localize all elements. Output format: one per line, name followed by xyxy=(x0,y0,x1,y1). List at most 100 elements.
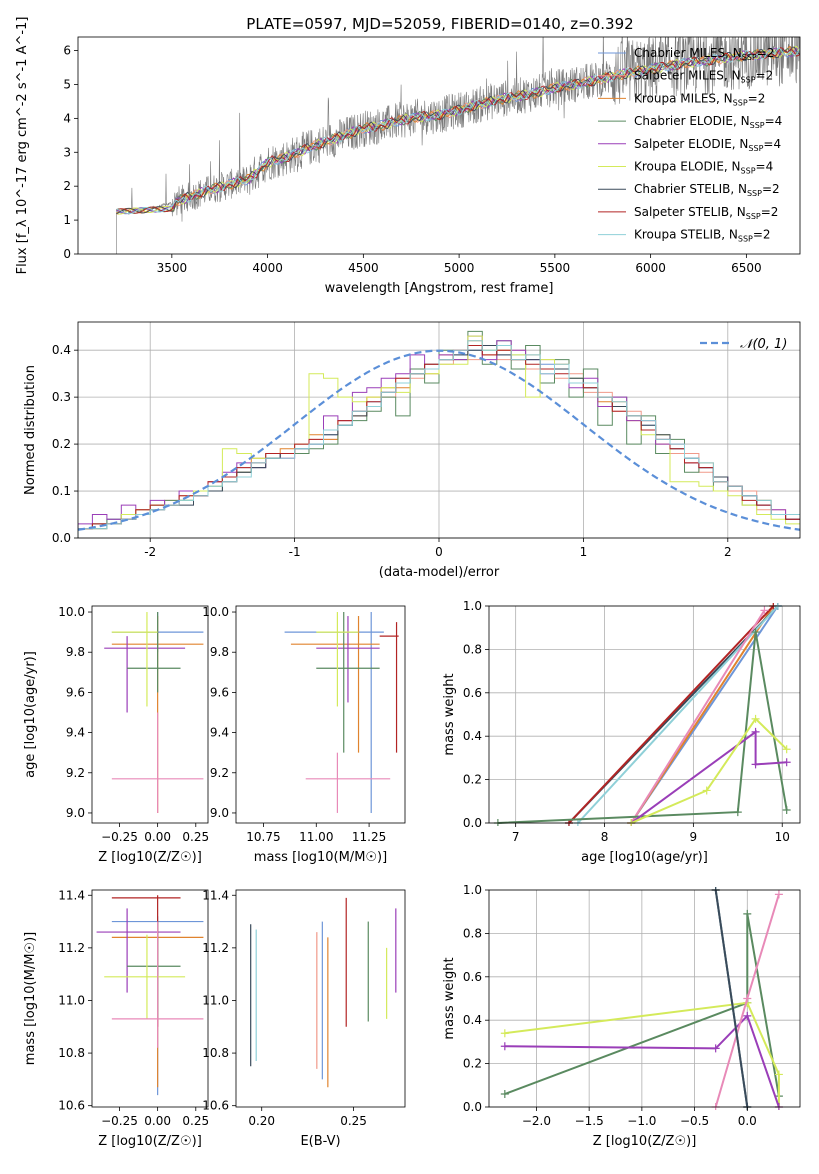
y-axis-label: mass weight xyxy=(442,673,457,755)
y-tick-label: 0 xyxy=(63,247,71,261)
model-line-chabrier-miles xyxy=(116,47,800,215)
residuals-panel: -2 -1 0 1 2 0.0 0.1 0.2 0.3 0.4 (data-model)/error… xyxy=(23,321,801,580)
weight-marker xyxy=(500,1042,509,1051)
weight-marker xyxy=(774,890,783,899)
weight-marker xyxy=(743,994,752,1003)
y-tick-label: 6 xyxy=(63,44,71,58)
weight-marker xyxy=(782,758,791,767)
weight-vs-age-panel: 7 8 9 10 0.0 0.2 0.4 0.6 0.8 1.0 age [log10(age/yr… xyxy=(442,599,801,865)
axes-frame xyxy=(235,889,406,1108)
legend-label: Chabrier MILES, NSSP=2 xyxy=(634,46,774,62)
x-tick-label: −1.0 xyxy=(627,1114,656,1128)
y-tick-label: 9.0 xyxy=(210,806,229,820)
y-tick-label: 0.6 xyxy=(463,686,482,700)
y-tick-label: 9.8 xyxy=(210,645,229,659)
x-tick-label: −1.5 xyxy=(575,1114,604,1128)
weight-marker xyxy=(751,760,760,769)
legend-label: Kroupa ELODIE, NSSP=4 xyxy=(634,160,773,176)
weight_vs_age-plot-area xyxy=(493,603,791,826)
y-tick-label: 0.4 xyxy=(463,729,482,743)
gaussian-curve xyxy=(78,349,800,531)
axes-frame xyxy=(488,889,801,1108)
age-vs-Z-panel: −0.25 0.00 0.25 9.0 9.2 9.4 9.6 9.8 10.0 Z [log10… xyxy=(23,605,209,865)
y-axis-label: age [log10(age/yr)] xyxy=(23,651,38,778)
axes-frame xyxy=(235,605,406,824)
weight-marker xyxy=(500,1029,509,1038)
x-tick-label: 10 xyxy=(775,830,790,844)
y-tick-label: 11.2 xyxy=(202,941,229,955)
y-tick-label: 10.0 xyxy=(58,605,85,619)
y-tick-label: 0.0 xyxy=(463,816,482,830)
y-tick-label: 0.4 xyxy=(463,1013,482,1027)
y-tick-label: 11.4 xyxy=(58,888,85,902)
weight-marker xyxy=(774,1070,783,1079)
hist-kroupa-stelib xyxy=(78,340,800,538)
y-tick-label: 11.0 xyxy=(202,993,229,1007)
x-tick-label: 0.20 xyxy=(248,1114,275,1128)
weight-marker xyxy=(733,808,742,817)
y-tick-label: 0.3 xyxy=(52,390,71,404)
weight-line-chabrier-elodie xyxy=(497,631,788,824)
y-tick-label: 0.8 xyxy=(463,642,482,656)
y-tick-label: 9.2 xyxy=(66,766,85,780)
x-tick-label: 11.25 xyxy=(352,830,386,844)
y-tick-label: 0.1 xyxy=(52,484,71,498)
y-tick-label: 9.6 xyxy=(66,685,85,699)
x-tick-label: 2 xyxy=(724,545,732,559)
legend-label: Kroupa MILES, NSSP=2 xyxy=(634,91,765,107)
x-tick-label: −0.25 xyxy=(101,1114,138,1128)
y-tick-label: 9.6 xyxy=(210,685,229,699)
figure-title: PLATE=0597, MJD=52059, FIBERID=0140, z=0… xyxy=(246,15,633,33)
y-tick-label: 1 xyxy=(63,213,71,227)
y-tick-label: 9.0 xyxy=(66,806,85,820)
spectrum-legend: Chabrier MILES, NSSP=2 Salpeter MILES, NS… xyxy=(598,46,782,244)
y-tick-label: 0.2 xyxy=(52,437,71,451)
weight-line-kroupa-elodie xyxy=(630,717,788,824)
weight-marker xyxy=(782,745,791,754)
spectrum-plot-area xyxy=(116,37,800,254)
x-tick-label: 3500 xyxy=(157,261,188,275)
y-axis-label: Flux [f_λ 10^-17 erg cm^-2 s^-1 A^-1] xyxy=(15,17,30,275)
mass_vs_EBV-plot-area xyxy=(250,897,397,1088)
residuals-legend: 𝒩(0, 1) xyxy=(700,337,787,352)
x-tick-label: 4500 xyxy=(348,261,379,275)
y-tick-label: 0.8 xyxy=(463,926,482,940)
weight-marker xyxy=(500,1089,509,1098)
y-tick-label: 4 xyxy=(63,111,71,125)
model-line-salpeter-stelib xyxy=(116,47,800,214)
x-axis-label: wavelength [Angstrom, rest frame] xyxy=(325,281,554,296)
legend-label: Kroupa STELIB, NSSP=2 xyxy=(634,228,771,244)
x-tick-label: 0 xyxy=(435,545,443,559)
axes-frame xyxy=(91,889,209,1108)
weight-line-chabrier-stelib xyxy=(714,889,749,1108)
mass_vs_Z-plot-area xyxy=(96,895,204,1096)
age-vs-mass-panel: 10.75 11.00 11.25 9.0 9.2 9.4 9.6 9.8 10.0 mass [… xyxy=(202,605,406,865)
y-tick-label: 0.2 xyxy=(463,1057,482,1071)
spectrum-panel: 3500 4000 4500 5000 5500 6000 6500 0 1 2 3 4 5 6 wavel… xyxy=(15,17,801,296)
age_vs_mass-plot-area xyxy=(284,612,399,813)
weight-line-kroupa-elodie xyxy=(504,1001,780,1107)
axes-frame xyxy=(91,605,209,824)
x-tick-label: -2 xyxy=(144,545,156,559)
mass-vs-EBV-panel: 0.20 0.25 10.6 10.8 11.0 11.2 11.4 E(B-V) xyxy=(202,888,406,1149)
x-tick-label: 0.00 xyxy=(144,1114,171,1128)
legend-label: Chabrier STELIB, NSSP=2 xyxy=(634,182,780,198)
weight-marker xyxy=(702,786,711,795)
y-axis-label: mass weight xyxy=(442,957,457,1039)
y-axis-label: mass [log10(M/M☉)] xyxy=(23,932,38,1065)
y-axis-label: Normed distribution xyxy=(23,365,38,495)
x-tick-label: 5500 xyxy=(540,261,571,275)
legend-label: Salpeter MILES, NSSP=2 xyxy=(634,69,773,85)
y-tick-label: 9.8 xyxy=(66,645,85,659)
x-axis-label: Z [log10(Z/Z☉)] xyxy=(593,1134,697,1149)
x-tick-label: −0.25 xyxy=(101,830,138,844)
mass-vs-Z-panel: −0.25 0.00 0.25 10.6 10.8 11.0 11.2 11.4 Z [log1… xyxy=(23,888,209,1149)
age_vs_Z-plot-area xyxy=(104,612,204,813)
axes-frame xyxy=(77,36,801,255)
y-tick-label: 9.4 xyxy=(210,726,229,740)
x-tick-label: 9 xyxy=(690,830,698,844)
y-tick-label: 0.0 xyxy=(52,531,71,545)
x-tick-label: 6500 xyxy=(731,261,762,275)
residuals-plot-area xyxy=(78,330,800,538)
weight-vs-Z-panel: −2.0 −1.5 −1.0 −0.5 0.0 0.0 0.2 0.4 0.6 0.8 1.0 Z [… xyxy=(442,883,801,1149)
